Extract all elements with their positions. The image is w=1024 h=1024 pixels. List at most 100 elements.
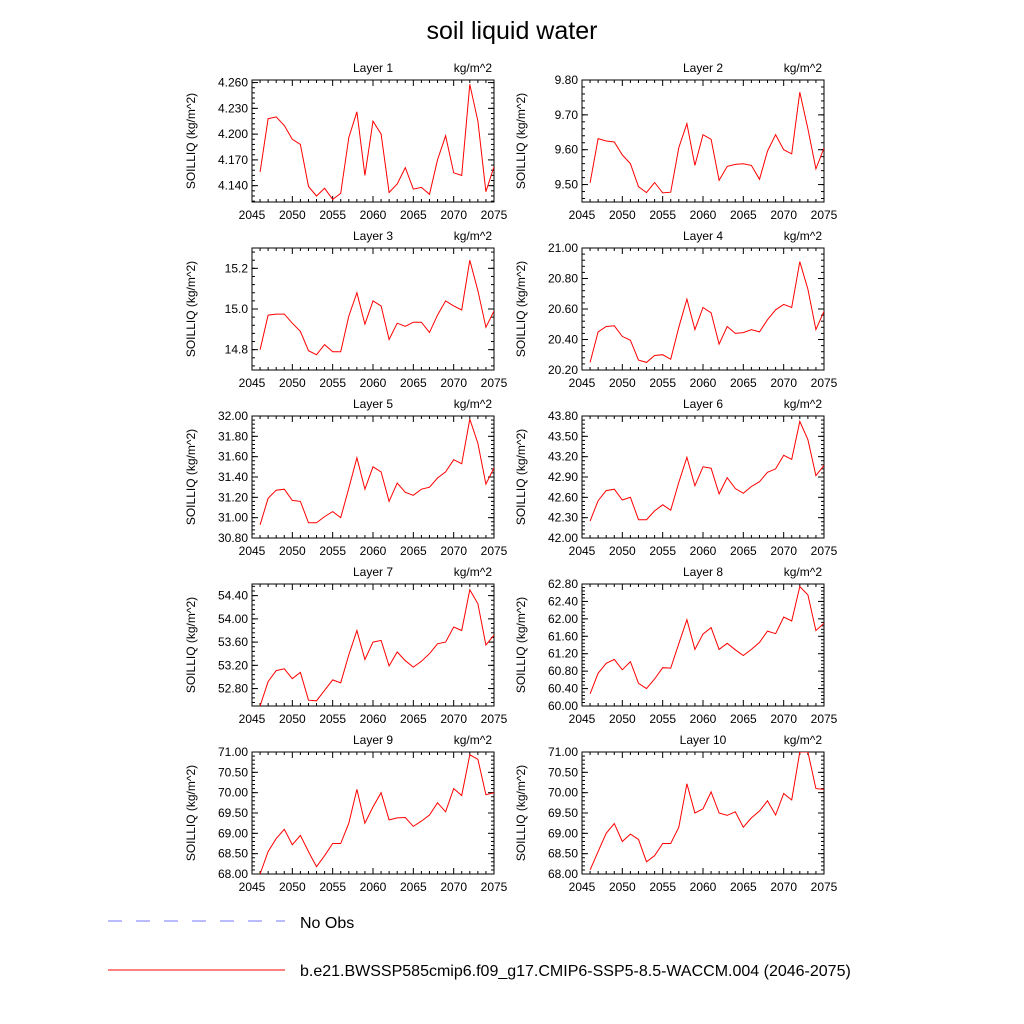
x-tick-label: 2065 — [730, 208, 757, 222]
y-tick-label: 69.00 — [218, 826, 248, 840]
y-tick-label: 69.00 — [548, 826, 578, 840]
y-axis-label: SOILLIQ (kg/m^2) — [514, 597, 528, 693]
y-tick-label: 43.20 — [548, 450, 578, 464]
y-tick-label: 53.60 — [218, 635, 248, 649]
y-tick-label: 53.20 — [218, 658, 248, 672]
x-tick-label: 2070 — [770, 880, 797, 894]
y-tick-label: 30.80 — [218, 531, 248, 545]
x-tick-label: 2045 — [239, 208, 266, 222]
plot-frame — [581, 415, 825, 539]
y-tick-label: 54.00 — [218, 612, 248, 626]
panel-title: Layer 7 — [353, 565, 393, 579]
plot-frame — [581, 247, 825, 371]
x-tick-label: 2050 — [609, 376, 636, 390]
y-tick-label: 60.40 — [548, 682, 578, 696]
x-tick-label: 2045 — [569, 376, 596, 390]
x-tick-label: 2075 — [811, 208, 838, 222]
y-tick-label: 62.40 — [548, 594, 578, 608]
x-tick-label: 2075 — [811, 544, 838, 558]
y-axis-label: SOILLIQ (kg/m^2) — [184, 597, 198, 693]
panel-title: Layer 5 — [353, 397, 393, 411]
x-tick-label: 2055 — [319, 376, 346, 390]
y-tick-label: 52.80 — [218, 682, 248, 696]
x-tick-label: 2045 — [239, 544, 266, 558]
x-tick-label: 2055 — [319, 712, 346, 726]
y-axis-label: SOILLIQ (kg/m^2) — [514, 261, 528, 357]
panel-units: kg/m^2 — [454, 229, 493, 243]
x-tick-label: 2050 — [609, 208, 636, 222]
panel-units: kg/m^2 — [784, 229, 823, 243]
y-axis-label: SOILLIQ (kg/m^2) — [184, 765, 198, 861]
x-tick-label: 2055 — [649, 544, 676, 558]
panel-layer-9: 2045 2050 2055 2060 2065 2070 2075 68.00 68.50 69… — [184, 733, 508, 894]
panel-units: kg/m^2 — [454, 565, 493, 579]
x-tick-label: 2070 — [770, 544, 797, 558]
panel-layer-1: 2045 2050 2055 2060 2065 2070 2075 4.140 4.170 4.… — [184, 61, 508, 222]
y-tick-label: 62.80 — [548, 577, 578, 591]
y-tick-label: 31.60 — [218, 450, 248, 464]
panel-layer-2: 2045 2050 2055 2060 2065 2070 2075 9.50 9.60 9.70… — [514, 61, 838, 222]
x-tick-label: 2065 — [400, 712, 427, 726]
series-line — [259, 418, 494, 525]
panel-layer-5: 2045 2050 2055 2060 2065 2070 2075 30.80 31.00 31… — [184, 397, 508, 558]
x-tick-label: 2070 — [770, 376, 797, 390]
x-tick-label: 2070 — [440, 880, 467, 894]
x-tick-label: 2050 — [609, 544, 636, 558]
figure-title: soil liquid water — [427, 17, 598, 45]
y-tick-label: 42.30 — [548, 511, 578, 525]
panel-title: Layer 10 — [680, 733, 727, 747]
x-tick-label: 2050 — [279, 208, 306, 222]
y-tick-label: 9.70 — [555, 108, 579, 122]
x-tick-label: 2045 — [239, 880, 266, 894]
series-line — [589, 92, 824, 194]
series-line — [589, 752, 824, 871]
x-tick-label: 2065 — [730, 376, 757, 390]
x-tick-label: 2050 — [279, 376, 306, 390]
y-axis-label: SOILLIQ (kg/m^2) — [184, 429, 198, 525]
y-tick-label: 68.00 — [548, 867, 578, 881]
panel-units: kg/m^2 — [784, 733, 823, 747]
y-tick-label: 68.50 — [218, 847, 248, 861]
y-tick-label: 31.20 — [218, 490, 248, 504]
y-tick-label: 43.80 — [548, 409, 578, 423]
x-tick-label: 2075 — [811, 880, 838, 894]
panel-units: kg/m^2 — [784, 61, 823, 75]
x-tick-label: 2055 — [649, 712, 676, 726]
panel-title: Layer 2 — [683, 61, 723, 75]
y-tick-label: 71.00 — [218, 745, 248, 759]
x-tick-label: 2050 — [609, 712, 636, 726]
x-tick-label: 2060 — [360, 208, 387, 222]
panel-layer-10: 2045 2050 2055 2060 2065 2070 2075 68.00 68.50 69… — [514, 733, 838, 894]
y-tick-label: 4.170 — [218, 153, 248, 167]
x-tick-label: 2075 — [811, 712, 838, 726]
y-tick-label: 14.8 — [225, 343, 249, 357]
y-tick-label: 68.50 — [548, 847, 578, 861]
x-tick-label: 2055 — [319, 544, 346, 558]
x-tick-label: 2075 — [811, 376, 838, 390]
series-line — [259, 588, 494, 706]
y-tick-label: 4.260 — [218, 76, 248, 90]
y-tick-label: 21.00 — [548, 241, 578, 255]
x-tick-label: 2075 — [481, 376, 508, 390]
y-tick-label: 15.0 — [225, 302, 249, 316]
y-tick-label: 42.60 — [548, 490, 578, 504]
plot-frame — [581, 751, 825, 875]
x-tick-label: 2065 — [400, 544, 427, 558]
y-tick-label: 20.40 — [548, 333, 578, 347]
x-tick-label: 2045 — [239, 712, 266, 726]
x-tick-label: 2060 — [360, 880, 387, 894]
y-tick-label: 9.60 — [555, 143, 579, 157]
series-line — [589, 585, 824, 694]
y-tick-label: 62.00 — [548, 612, 578, 626]
x-tick-label: 2055 — [649, 880, 676, 894]
x-tick-label: 2075 — [481, 544, 508, 558]
y-tick-label: 42.00 — [548, 531, 578, 545]
panel-title: Layer 1 — [353, 61, 393, 75]
y-axis-label: SOILLIQ (kg/m^2) — [514, 93, 528, 189]
panel-units: kg/m^2 — [784, 397, 823, 411]
x-tick-label: 2060 — [690, 712, 717, 726]
series-line — [589, 261, 824, 363]
x-tick-label: 2065 — [730, 544, 757, 558]
x-tick-label: 2055 — [649, 208, 676, 222]
